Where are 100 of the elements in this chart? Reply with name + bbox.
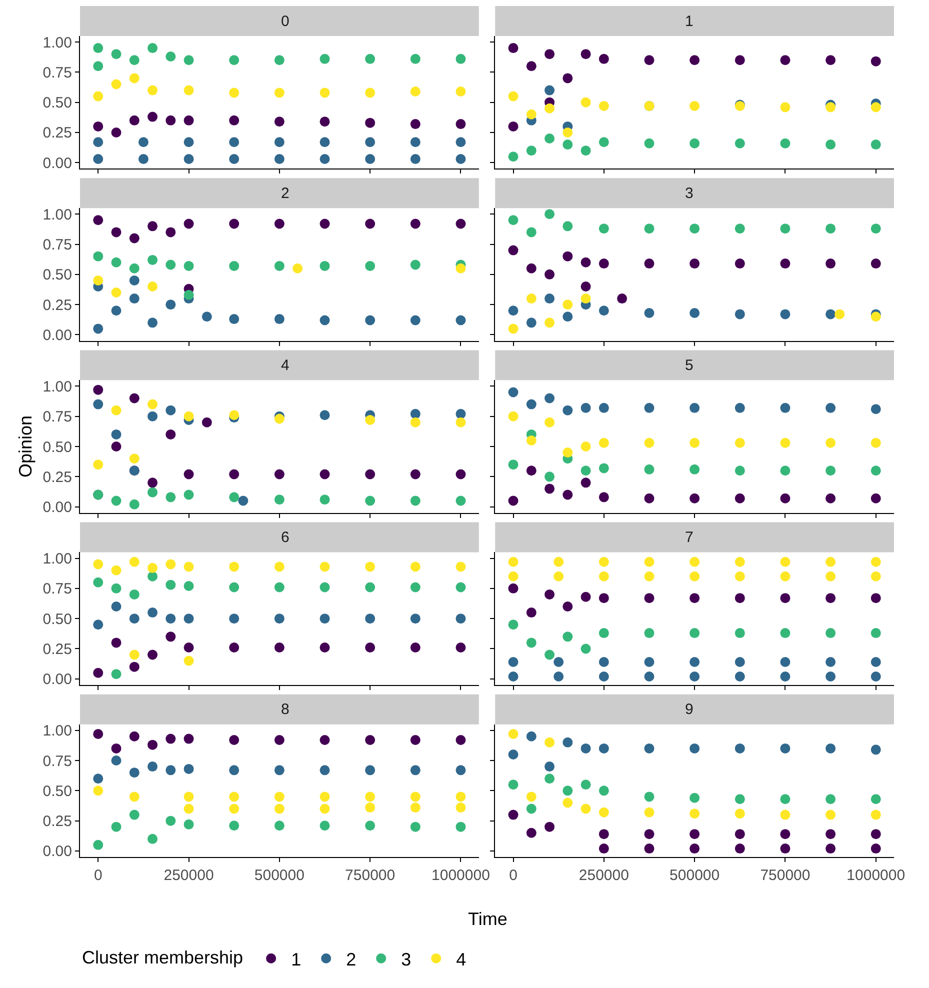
- point: [410, 417, 420, 428]
- point: [148, 608, 158, 618]
- point: [365, 614, 376, 624]
- chart-title: 1: [685, 13, 694, 30]
- point: [598, 571, 609, 582]
- point: [320, 315, 330, 326]
- point: [580, 780, 591, 790]
- point: [734, 808, 745, 819]
- point: [148, 399, 158, 410]
- point: [184, 490, 194, 500]
- point: [410, 642, 420, 653]
- x-tick-label: 500000: [670, 867, 720, 884]
- point: [780, 743, 790, 754]
- point: [780, 493, 790, 504]
- chart-title: 8: [281, 701, 290, 718]
- point: [148, 112, 158, 122]
- y-axis-title: Opinion: [16, 415, 36, 478]
- point: [410, 154, 420, 164]
- point: [734, 493, 745, 504]
- point: [229, 314, 240, 324]
- point: [690, 464, 700, 474]
- point: [734, 743, 745, 754]
- point: [734, 571, 745, 582]
- point: [184, 411, 194, 422]
- point: [129, 115, 140, 126]
- point: [544, 822, 555, 832]
- point: [365, 315, 376, 326]
- point: [148, 254, 158, 265]
- point: [508, 387, 518, 398]
- point: [580, 644, 591, 654]
- point: [410, 582, 420, 592]
- point: [93, 154, 104, 164]
- point: [456, 792, 466, 802]
- point: [93, 61, 104, 72]
- point: [580, 442, 591, 452]
- point: [111, 288, 122, 298]
- point: [129, 731, 140, 742]
- point: [166, 734, 176, 744]
- point: [598, 556, 609, 567]
- point: [320, 642, 330, 653]
- point: [644, 593, 654, 604]
- point: [526, 227, 536, 238]
- point: [410, 562, 420, 572]
- point: [320, 614, 330, 624]
- point: [148, 571, 158, 582]
- point: [148, 562, 158, 573]
- point: [508, 810, 518, 820]
- point: [734, 628, 745, 638]
- point: [184, 642, 194, 653]
- point: [365, 582, 376, 592]
- point: [644, 571, 654, 582]
- point: [148, 411, 158, 422]
- point: [826, 794, 836, 804]
- point: [690, 743, 700, 754]
- point: [870, 829, 881, 840]
- point: [508, 215, 518, 226]
- y-tick-label: 0.75: [42, 236, 72, 254]
- y-tick-label: 0.25: [42, 640, 72, 658]
- point: [129, 55, 140, 66]
- point: [184, 55, 194, 66]
- point: [734, 438, 745, 448]
- point: [320, 804, 330, 814]
- point: [508, 556, 518, 567]
- point: [526, 608, 536, 618]
- point: [780, 466, 790, 476]
- point: [166, 614, 176, 624]
- point: [580, 146, 591, 156]
- point: [544, 650, 555, 660]
- point: [508, 43, 518, 54]
- point: [562, 632, 573, 642]
- chart-title: 4: [281, 357, 290, 374]
- point: [148, 43, 158, 54]
- point: [410, 260, 420, 270]
- point: [274, 494, 284, 505]
- point: [138, 137, 148, 148]
- y-tick-label: 0.50: [42, 266, 72, 284]
- point: [580, 466, 591, 476]
- point: [554, 671, 564, 682]
- point: [456, 735, 466, 745]
- point: [365, 735, 376, 745]
- point: [274, 414, 284, 424]
- point: [780, 794, 790, 804]
- point: [644, 438, 654, 448]
- point: [690, 55, 700, 66]
- point: [598, 137, 609, 148]
- point: [508, 91, 518, 102]
- point: [870, 794, 881, 804]
- point: [690, 671, 700, 682]
- point: [554, 657, 564, 667]
- point: [644, 258, 654, 269]
- point: [456, 119, 466, 130]
- point: [456, 562, 466, 572]
- point: [690, 657, 700, 667]
- point: [410, 765, 420, 776]
- point: [148, 281, 158, 292]
- point: [598, 844, 609, 854]
- x-tick-label: 250000: [164, 867, 214, 884]
- point: [320, 154, 330, 164]
- point: [690, 556, 700, 567]
- chart-title: 7: [685, 529, 694, 546]
